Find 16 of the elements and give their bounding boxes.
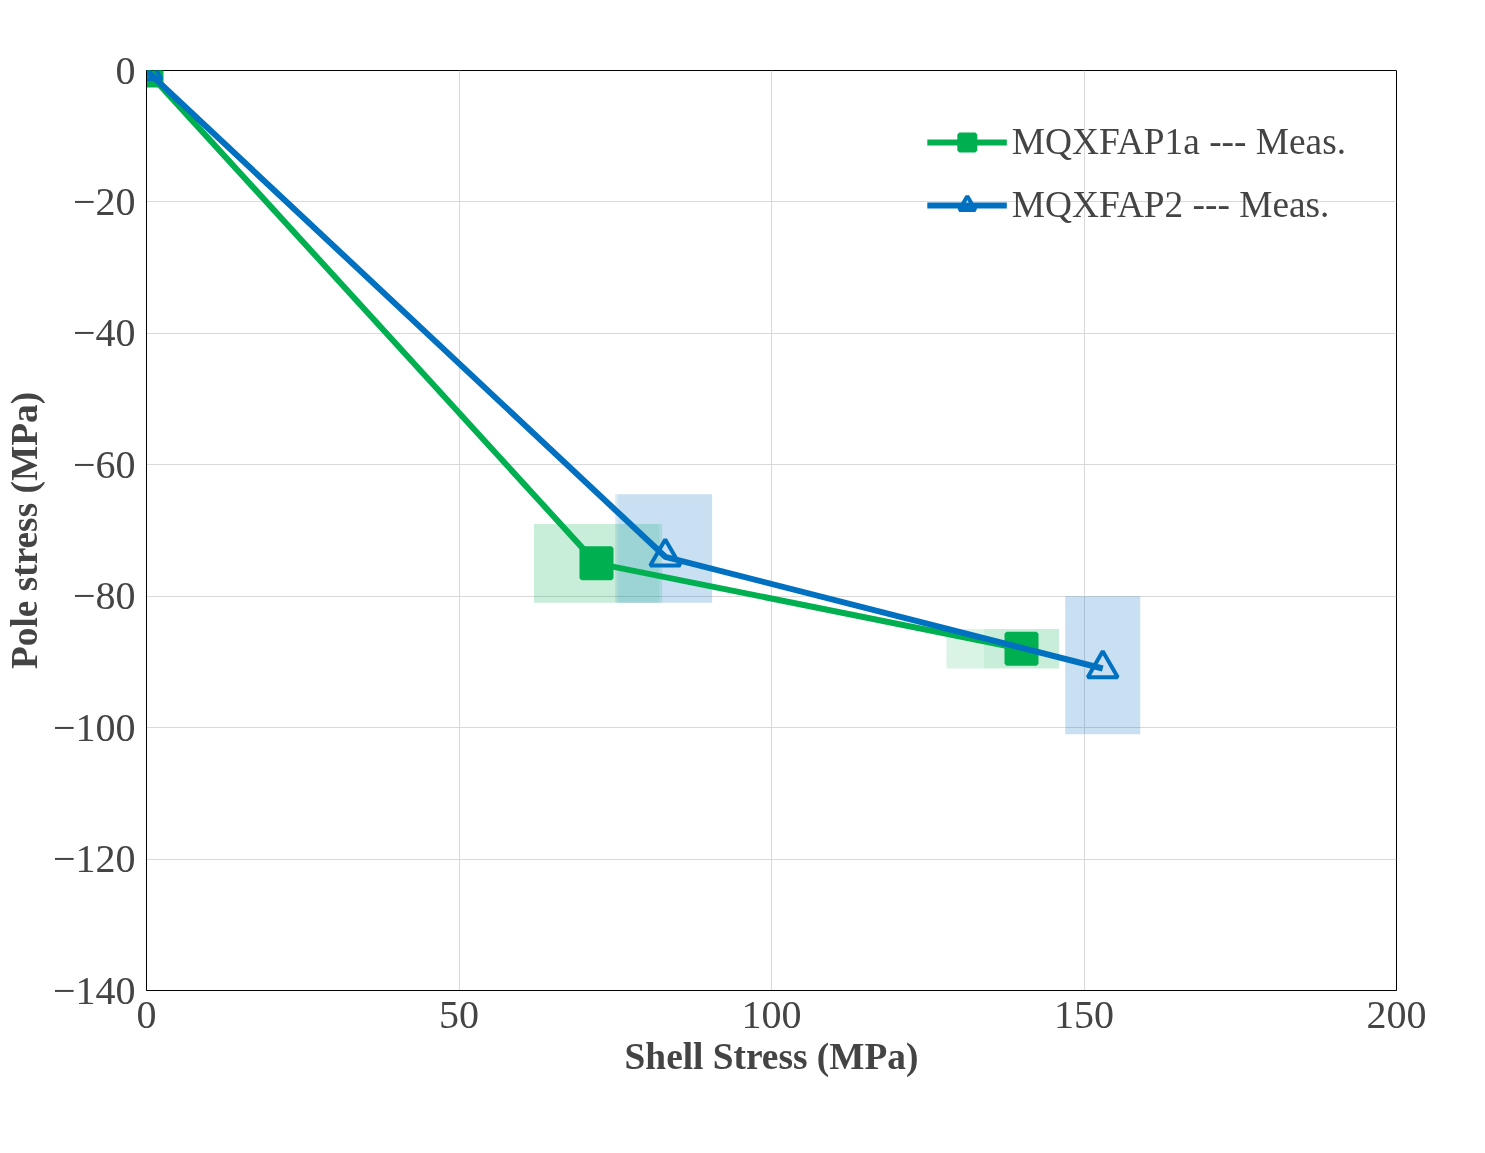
- y-tick-label: −20: [72, 178, 136, 224]
- x-tick-label: 200: [1366, 991, 1427, 1037]
- y-tick-label: −100: [52, 704, 136, 750]
- y-tick-label: 0: [115, 47, 136, 93]
- y-tick-label: −60: [72, 441, 136, 487]
- x-tick-label: 150: [1054, 991, 1114, 1037]
- legend-label: MQXFAP1a --- Meas.: [1011, 120, 1346, 163]
- y-tick-label: −80: [72, 573, 136, 619]
- y-tick-label: −140: [52, 967, 136, 1013]
- legend-label: MQXFAP2 --- Meas.: [1011, 183, 1330, 226]
- x-tick-label: 50: [439, 991, 479, 1037]
- x-axis-title: Shell Stress (MPa): [624, 1035, 919, 1078]
- y-tick-label: −40: [72, 310, 136, 356]
- y-tick-label: −120: [52, 836, 136, 882]
- y-axis-title: Pole stress (MPa): [3, 391, 46, 670]
- x-tick-label: 100: [741, 991, 802, 1037]
